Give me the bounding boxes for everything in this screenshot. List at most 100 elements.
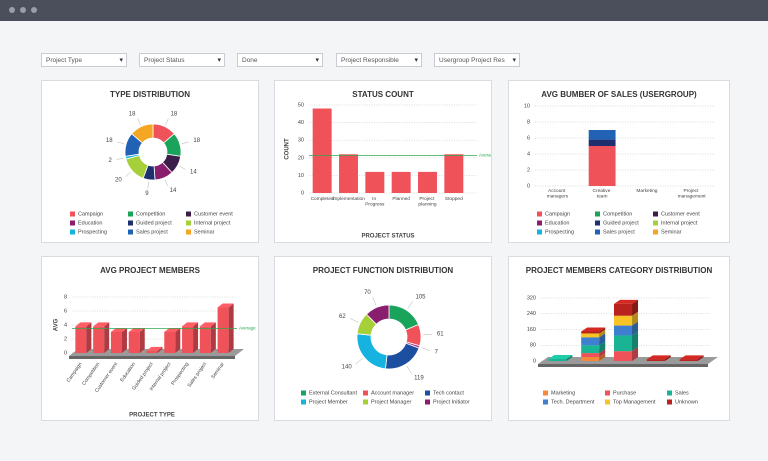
bar-3d: [679, 355, 704, 361]
bar-side: [139, 328, 145, 353]
bar-top: [613, 299, 639, 304]
y-tick-label: 0: [533, 358, 536, 364]
label-leader: [421, 347, 430, 351]
value-label: 62: [339, 314, 346, 320]
bar-3d: [548, 355, 573, 361]
value-label: 61: [437, 332, 444, 338]
bar-side: [632, 311, 639, 326]
chart-title: PROJECT MEMBERS CATEGORY DISTRIBUTION: [526, 266, 713, 275]
filter-dropdown[interactable]: Project Type: [41, 53, 127, 67]
bar-side: [566, 355, 573, 361]
bar-side: [599, 341, 606, 354]
bar-top: [93, 322, 110, 327]
y-tick-label: 4: [527, 151, 530, 157]
y-tick-label: 10: [524, 103, 530, 109]
bar-front: [110, 332, 122, 353]
donut-slice: [384, 342, 420, 370]
bar: [365, 171, 385, 193]
bar-top: [146, 346, 163, 351]
bar-front: [613, 315, 633, 326]
legend-swatch: [543, 399, 548, 405]
donut-slice: [356, 333, 388, 370]
bar-3d: [75, 322, 92, 353]
y-tick-label: 320: [527, 295, 536, 301]
bar-side: [632, 321, 639, 336]
bar-top: [581, 327, 606, 332]
chart-card: PROJECT MEMBERS CATEGORY DISTRIBUTION 0 80…: [508, 256, 730, 421]
legend-label: Prospecting: [78, 229, 107, 235]
legend-label: Seminar: [661, 229, 682, 235]
value-label: 2: [109, 158, 113, 164]
bar-front: [164, 332, 176, 353]
bar-side: [664, 355, 671, 361]
legend-label: Competition: [603, 211, 632, 217]
legend-label: Project Initiator: [433, 399, 470, 405]
bar-3d: [182, 322, 199, 353]
x-axis-label: PROJECT STATUS: [361, 234, 414, 240]
legend-label: Purchase: [613, 390, 636, 396]
label-leader: [407, 301, 413, 309]
donut-slice: [125, 155, 149, 179]
legend-swatch: [186, 229, 191, 235]
legend-swatch: [537, 220, 542, 226]
bar: [391, 171, 411, 193]
bar-front: [646, 359, 665, 361]
label-leader: [179, 165, 186, 170]
bar-side: [121, 328, 127, 353]
legend-swatch: [128, 229, 133, 235]
y-tick-label: 2: [527, 167, 530, 173]
legend-label: Guided project: [136, 220, 172, 226]
legend-swatch: [605, 390, 610, 396]
bar-segment: [588, 139, 616, 146]
bar-front: [128, 332, 140, 353]
value-label: 18: [106, 138, 113, 144]
chart: AVG BUMBER OF SALES (USERGROUP) 0 2 4 6 8 10 Ac…: [524, 90, 714, 235]
legend-label: Customer event: [661, 211, 700, 217]
bar-3d: [613, 299, 639, 316]
label-leader: [125, 171, 131, 177]
label-leader: [422, 334, 432, 336]
legend-label: Campaign: [78, 211, 103, 217]
legend-label: Internal project: [194, 220, 231, 226]
legend-swatch: [653, 211, 658, 217]
bar-front: [613, 325, 633, 336]
bar-front: [93, 326, 105, 353]
filter-dropdown[interactable]: Project Responsible: [336, 53, 422, 67]
label-leader: [137, 118, 141, 125]
x-tick-label: Stopped: [445, 196, 463, 202]
value-label: 20: [115, 178, 122, 184]
chart: PROJECT FUNCTION DISTRIBUTION 105 61 7 119 14…: [301, 266, 470, 405]
x-tick-label: Planned: [392, 196, 410, 202]
bar-top: [217, 303, 234, 308]
value-label: 14: [190, 169, 197, 175]
bar-side: [632, 331, 639, 352]
y-tick-label: 4: [64, 322, 67, 328]
bar-front: [146, 350, 158, 353]
filter-dropdown[interactable]: Project Status: [139, 53, 225, 67]
y-tick-label: 0: [527, 183, 530, 189]
bar-3d: [128, 328, 145, 353]
legend-swatch: [595, 211, 600, 217]
bar-segment: [588, 130, 616, 140]
window-dot: [31, 7, 37, 13]
legend-label: Competition: [136, 211, 165, 217]
legend-label: Internal project: [661, 220, 698, 226]
bar-side: [632, 347, 639, 361]
legend-swatch: [186, 211, 191, 217]
bar-side: [175, 328, 181, 353]
label-leader: [165, 118, 169, 125]
y-tick-label: 6: [527, 135, 530, 141]
legend-swatch: [537, 211, 542, 217]
legend-label: Marketing: [551, 390, 575, 396]
chart-card: AVG PROJECT MEMBERS 0 2 4 6 8 Average Campaign C…: [41, 256, 259, 421]
bar-top: [646, 355, 671, 360]
value-label: 14: [170, 188, 177, 194]
filter-dropdown[interactable]: Done: [237, 53, 323, 67]
filter-dropdown[interactable]: Usergroup Project Res: [434, 53, 520, 67]
legend-label: Tech. Department: [551, 399, 595, 405]
window-dot: [20, 7, 26, 13]
legend-swatch: [667, 399, 672, 405]
bar-front: [199, 326, 211, 353]
y-tick-label: 8: [64, 294, 67, 300]
average-label: Average: [239, 326, 256, 331]
